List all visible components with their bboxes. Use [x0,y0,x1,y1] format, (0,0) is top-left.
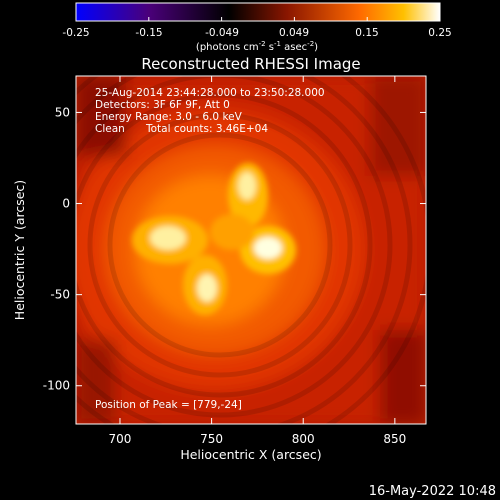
y-tick-label: 50 [55,105,70,119]
colorbar-tick-label: 0.25 [428,27,451,39]
colorbar-units: (photons cm-2 s-1 asec-2) [196,40,318,53]
y-tick-label: 0 [62,197,70,211]
colorbar-tick-label: -0.25 [62,27,89,39]
colorbar-ticks [75,17,441,21]
plot-frame [75,75,427,425]
x-tick-label: 700 [109,432,132,446]
colorbar-gradient [75,2,441,22]
timestamp: 16-May-2022 10:48 [369,484,496,499]
colorbar-tick-label: 0.15 [355,27,378,39]
colorbar-tick-label: -0.049 [205,27,239,39]
overlay-energy-range: Energy Range: 3.0 - 6.0 keV [95,111,243,123]
x-tick-label: 800 [292,432,315,446]
y-axis-ticks [76,111,426,387]
overlay-detectors: Detectors: 3F 6F 9F, Att 0 [95,99,230,111]
y-axis-label: Heliocentric Y (arcsec) [12,180,27,320]
colorbar: -0.25 -0.15 -0.049 0.049 0.15 0.25 (phot… [62,2,452,53]
x-tick-label: 750 [200,432,223,446]
x-tick-label: 850 [383,432,406,446]
overlay-clean-label: Clean [95,123,125,135]
rhessi-image: 25-Aug-2014 23:44:28.000 to 23:50:28.000… [76,76,426,424]
overlay-time-range: 25-Aug-2014 23:44:28.000 to 23:50:28.000 [95,87,325,99]
colorbar-tick-label: -0.15 [135,27,162,39]
x-axis-label: Heliocentric X (arcsec) [180,447,321,462]
colorbar-tick-label: 0.049 [279,27,309,39]
overlay-peak-position: Position of Peak = [779,-24] [95,399,242,411]
overlay-total-counts: Total counts: 3.46E+04 [145,123,268,135]
image-title: Reconstructed RHESSI Image [141,55,360,73]
x-axis-ticks [119,76,396,424]
y-tick-label: -100 [43,379,70,393]
y-tick-label: -50 [50,288,70,302]
